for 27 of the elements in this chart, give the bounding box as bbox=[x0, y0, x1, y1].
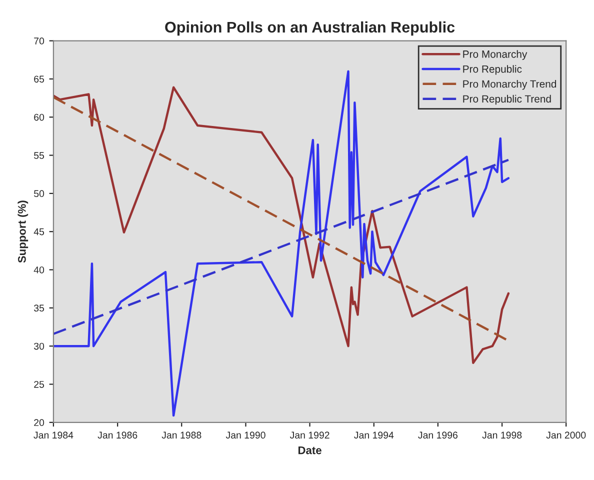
y-tick-label: 55 bbox=[34, 152, 44, 159]
legend-label: Pro Republic bbox=[463, 65, 522, 75]
x-tick-label: Jan 1994 bbox=[354, 432, 394, 439]
chart-title: Opinion Polls on an Australian Republic bbox=[165, 21, 455, 36]
y-tick-label: 50 bbox=[34, 190, 44, 198]
legend-label: Pro Monarchy Trend bbox=[463, 80, 556, 90]
x-tick-label: Jan 2000 bbox=[546, 432, 586, 439]
x-tick-label: Jan 1990 bbox=[226, 432, 266, 439]
y-tick-label: 45 bbox=[34, 228, 44, 236]
y-tick-label: 40 bbox=[34, 266, 44, 274]
y-tick-label: 30 bbox=[34, 342, 44, 350]
y-tick-label: 25 bbox=[34, 380, 44, 388]
y-tick-label: 35 bbox=[34, 304, 44, 312]
x-tick-label: Jan 1998 bbox=[482, 432, 522, 439]
y-tick-label: 60 bbox=[34, 114, 44, 121]
x-tick-label: Jan 1996 bbox=[418, 432, 458, 439]
y-tick-label: 70 bbox=[34, 38, 44, 44]
y-tick-label: 65 bbox=[34, 76, 44, 83]
y-axis-title: Support (%) bbox=[18, 200, 28, 263]
x-tick-label: Jan 1984 bbox=[34, 432, 74, 439]
legend-label: Pro Monarchy bbox=[463, 50, 528, 60]
y-tick-label: 20 bbox=[34, 419, 44, 426]
x-tick-label: Jan 1988 bbox=[162, 432, 202, 439]
legend-label: Pro Republic Trend bbox=[463, 94, 551, 105]
x-axis-title: Date bbox=[298, 446, 322, 454]
x-tick-label: Jan 1992 bbox=[290, 432, 330, 439]
x-tick-label: Jan 1986 bbox=[98, 432, 138, 439]
